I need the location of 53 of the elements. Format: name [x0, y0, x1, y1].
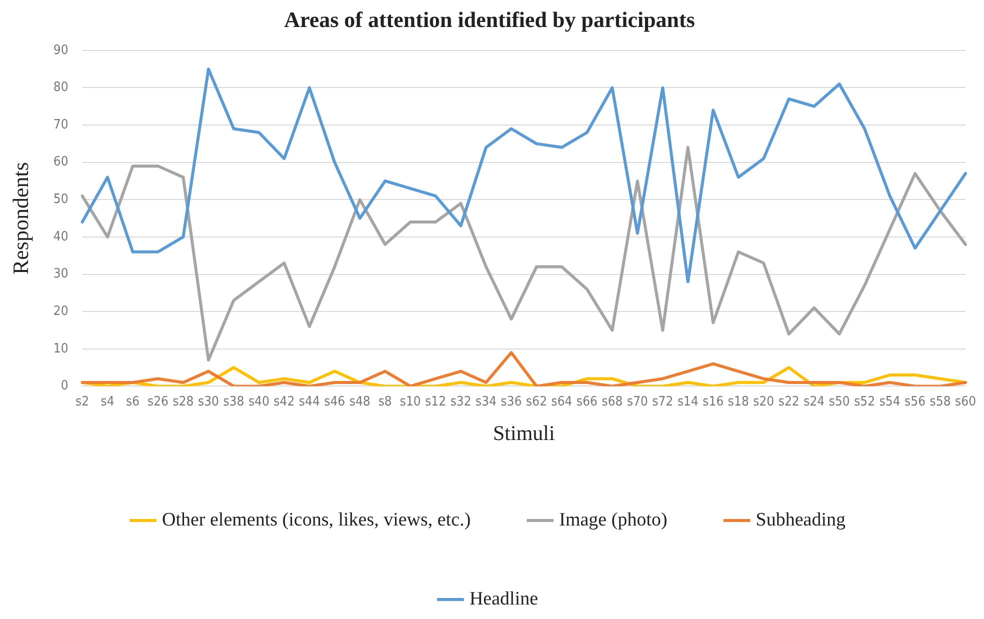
chart-title: Areas of attention identified by participants: [284, 6, 696, 32]
x-tick-label: s40: [248, 394, 270, 410]
legend-label: Subheading: [756, 509, 846, 530]
x-tick-label: s2: [76, 394, 90, 410]
y-tick-label: 20: [53, 304, 68, 319]
y-axis-title: Respondents: [8, 162, 33, 275]
x-tick-label: s72: [652, 394, 674, 410]
y-tick-label: 80: [53, 80, 68, 96]
y-tick-label: 70: [53, 117, 68, 132]
x-tick-label: s32: [450, 394, 472, 410]
x-tick-label: s42: [274, 394, 295, 410]
x-tick-label: s68: [602, 394, 623, 410]
y-tick-label: 10: [53, 341, 68, 356]
legend-label: Other elements (icons, likes, views, etc.): [162, 509, 471, 530]
x-tick-label: s30: [198, 394, 219, 410]
y-tick-label: 30: [53, 266, 68, 282]
x-tick-label: s22: [778, 394, 800, 410]
x-tick-label: s34: [476, 394, 497, 410]
legend-label: Image (photo): [559, 509, 668, 530]
x-tick-label: s70: [626, 394, 648, 410]
x-tick-label: s36: [500, 394, 522, 410]
x-tick-label: s18: [728, 394, 749, 410]
y-tick-label: 40: [53, 229, 68, 244]
y-tick-label: 50: [53, 192, 68, 208]
x-axis-title: Stimuli: [492, 420, 555, 445]
x-tick-label: s56: [904, 394, 926, 410]
x-tick-label: s48: [349, 394, 370, 410]
x-tick-label: s16: [702, 394, 724, 410]
x-tick-label: s6: [126, 394, 140, 410]
x-tick-label: s28: [172, 394, 194, 410]
x-tick-label: s4: [100, 394, 114, 410]
y-tick-label: 60: [53, 154, 68, 170]
x-tick-label: s38: [223, 394, 244, 410]
x-tick-label: s62: [526, 394, 548, 410]
x-tick-label: s20: [753, 394, 774, 410]
y-tick-label: 90: [53, 42, 68, 58]
x-tick-label: s66: [576, 394, 598, 410]
x-tick-label: s58: [930, 394, 951, 410]
x-tick-label: s14: [677, 394, 698, 410]
x-tick-label: s50: [828, 394, 850, 410]
x-tick-label: s10: [400, 394, 421, 410]
legend-label: Headline: [469, 588, 538, 610]
x-tick-label: s52: [854, 394, 876, 410]
x-tick-label: s24: [804, 394, 825, 410]
x-tick-label: s54: [879, 394, 900, 410]
x-tick-label: s60: [955, 394, 976, 410]
x-tick-label: s46: [324, 394, 346, 410]
x-tick-label: s8: [378, 394, 392, 410]
x-tick-label: s12: [425, 394, 446, 410]
y-tick-label: 0: [60, 378, 68, 394]
x-tick-label: s44: [298, 394, 320, 410]
x-tick-label: s64: [551, 394, 572, 410]
x-tick-label: s26: [147, 394, 168, 410]
